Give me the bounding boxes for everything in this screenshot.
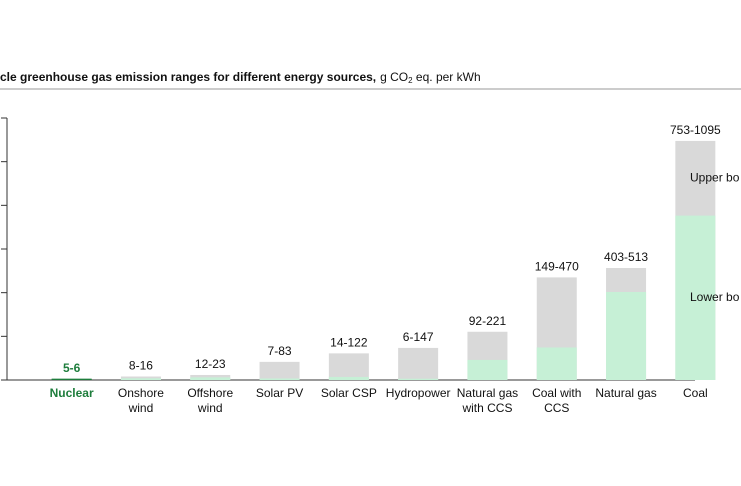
bar-lower (51, 378, 92, 380)
value-label: 149-470 (535, 260, 579, 274)
x-tick-label: Nuclear (50, 386, 94, 400)
x-tick-label: Natural gas (457, 386, 518, 400)
x-tick-label: Natural gas (595, 386, 656, 400)
x-tick-label: wind (197, 401, 223, 415)
x-tick-label: Solar PV (256, 386, 303, 400)
bar-upper (259, 361, 300, 380)
x-tick-label: Solar CSP (321, 386, 377, 400)
value-label: 7-83 (268, 344, 292, 358)
title-unit: g CO (380, 70, 408, 84)
title-main: cle greenhouse gas emission ranges for d… (0, 70, 376, 84)
bar-lower (259, 378, 300, 380)
x-tick-label: with CCS (461, 401, 512, 415)
x-tick-label: Onshore (118, 386, 164, 400)
value-label: 6-147 (403, 330, 434, 344)
legend-label: Lower bo (690, 290, 740, 304)
value-label: 14-122 (330, 336, 368, 350)
chart-title: cle greenhouse gas emission ranges for d… (0, 70, 481, 85)
value-label: 12-23 (195, 357, 226, 371)
bar-lower (190, 377, 231, 380)
value-label: 403-513 (604, 250, 648, 264)
bar-lower (467, 359, 508, 380)
title-unit-sub: 2 (408, 76, 413, 85)
bar-lower (398, 378, 439, 380)
x-tick-label: wind (128, 401, 154, 415)
title-unit: eq. per kWh (413, 70, 481, 84)
x-tick-label: CCS (544, 401, 569, 415)
bar-lower (120, 378, 161, 380)
value-label: 5-6 (63, 361, 81, 375)
x-tick-label: Offshore (187, 386, 233, 400)
value-label: 92-221 (469, 314, 507, 328)
bar-upper (328, 353, 369, 380)
bar-lower (536, 347, 577, 380)
bar-lower (606, 292, 647, 380)
x-tick-label: Coal with (532, 386, 581, 400)
value-label: 753-1095 (670, 123, 721, 137)
bar-lower (675, 215, 716, 380)
legend-label: Upper bo (690, 170, 740, 184)
bar-upper (398, 347, 439, 380)
x-tick-label: Coal (683, 386, 708, 400)
value-label: 8-16 (129, 359, 153, 373)
bar-lower (328, 376, 369, 380)
x-tick-label: Hydropower (386, 386, 451, 400)
